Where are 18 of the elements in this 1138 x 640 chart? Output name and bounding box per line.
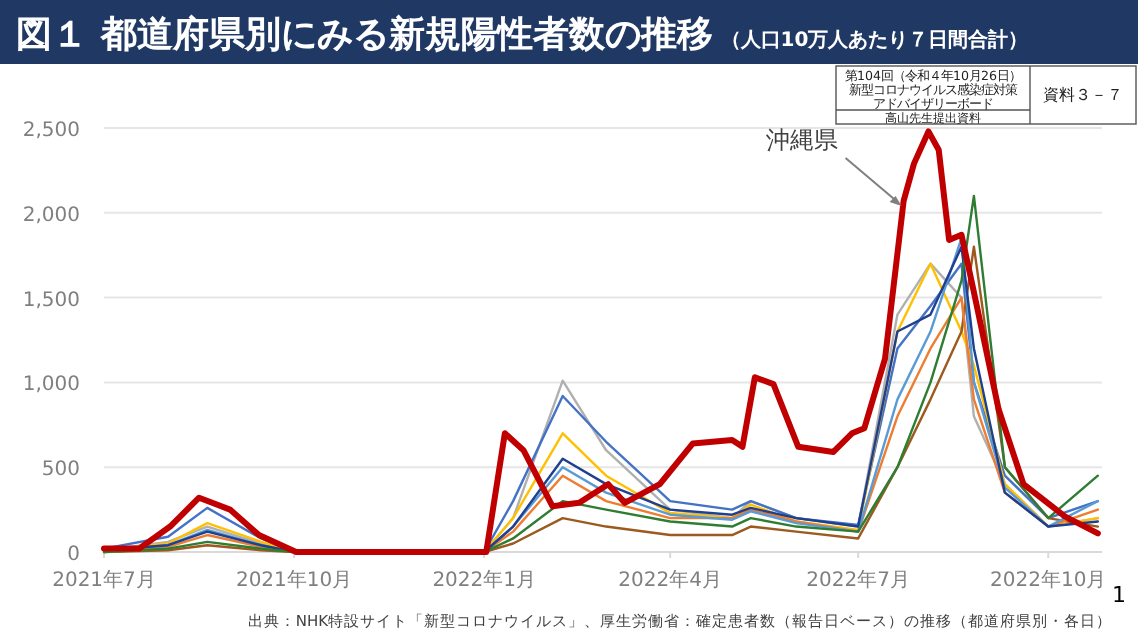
y-tick-label: 0: [67, 544, 80, 566]
x-tick-label: 2022年4月: [618, 568, 722, 592]
x-tick-label: 2022年10月: [990, 568, 1107, 592]
x-tick-label: 2021年7月: [52, 568, 156, 592]
y-tick-label: 2,500: [22, 120, 80, 142]
x-tick-label: 2022年7月: [806, 568, 910, 592]
chart-title: 図１ 都道府県別にみる新規陽性者数の推移: [16, 14, 713, 56]
chart-subtitle: （人口10万人あたり７日間合計）: [720, 28, 1029, 52]
text: 資料３－７: [1043, 86, 1123, 104]
line-series: [101, 128, 1101, 555]
y-tick-label: 500: [41, 459, 80, 482]
x-tick-label: 2021年10月: [235, 568, 353, 592]
text: 1: [1112, 582, 1126, 608]
x-tick-label: 2022年1月: [432, 568, 536, 592]
y-tick-label: 2,000: [22, 204, 80, 227]
annotation: 沖縄県: [765, 126, 838, 155]
y-tick-label: 1,000: [22, 374, 80, 397]
y-tick-label: 1,500: [22, 289, 80, 312]
